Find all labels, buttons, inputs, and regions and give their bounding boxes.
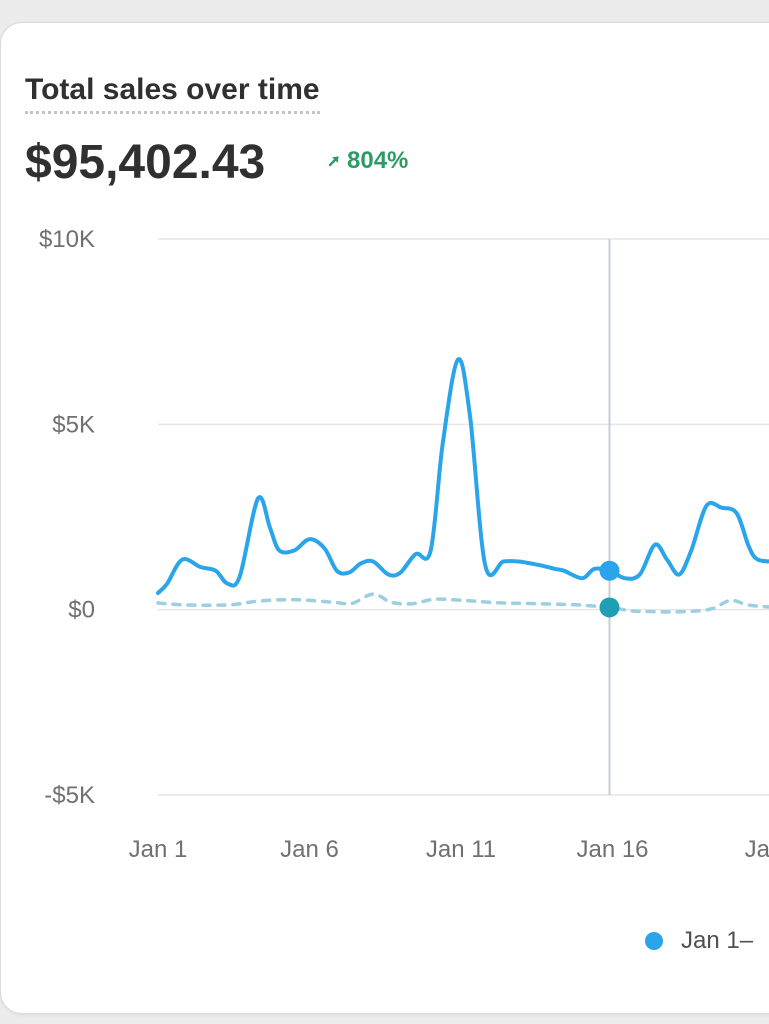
card-title[interactable]: Total sales over time — [25, 73, 320, 114]
legend-label: Jan 1– — [681, 927, 754, 954]
y-tick-label: -$5K — [44, 782, 95, 809]
change-badge: 804% — [327, 147, 408, 175]
x-tick-label: Jan 6 — [280, 836, 339, 863]
y-tick-label: $0 — [68, 597, 95, 624]
arrow-up-right-icon — [327, 154, 341, 168]
previous-point-marker — [599, 597, 620, 618]
current-period-line — [156, 357, 769, 595]
x-tick-label: Jan — [745, 836, 769, 863]
x-tick-label: Jan 16 — [576, 836, 648, 863]
sales-card: Total sales over time $95,402.43 804% $1… — [0, 22, 769, 1014]
total-sales-value: $95,402.43 — [25, 136, 266, 189]
y-tick-label: $5K — [52, 411, 95, 438]
legend-dot — [645, 932, 663, 950]
current-point-marker — [599, 560, 620, 581]
legend[interactable]: Jan 1– — [645, 927, 753, 955]
change-percent: 804% — [347, 147, 409, 174]
x-tick-label: Jan 1 — [129, 836, 188, 863]
y-tick-label: $10K — [39, 226, 95, 253]
previous-period-line — [156, 592, 769, 614]
x-tick-label: Jan 11 — [426, 836, 496, 863]
sales-line-chart[interactable]: $10K $5K $0 -$5K Jan 1 Jan 6 Jan 11 Jan 16 Jan — [1, 23, 769, 1013]
